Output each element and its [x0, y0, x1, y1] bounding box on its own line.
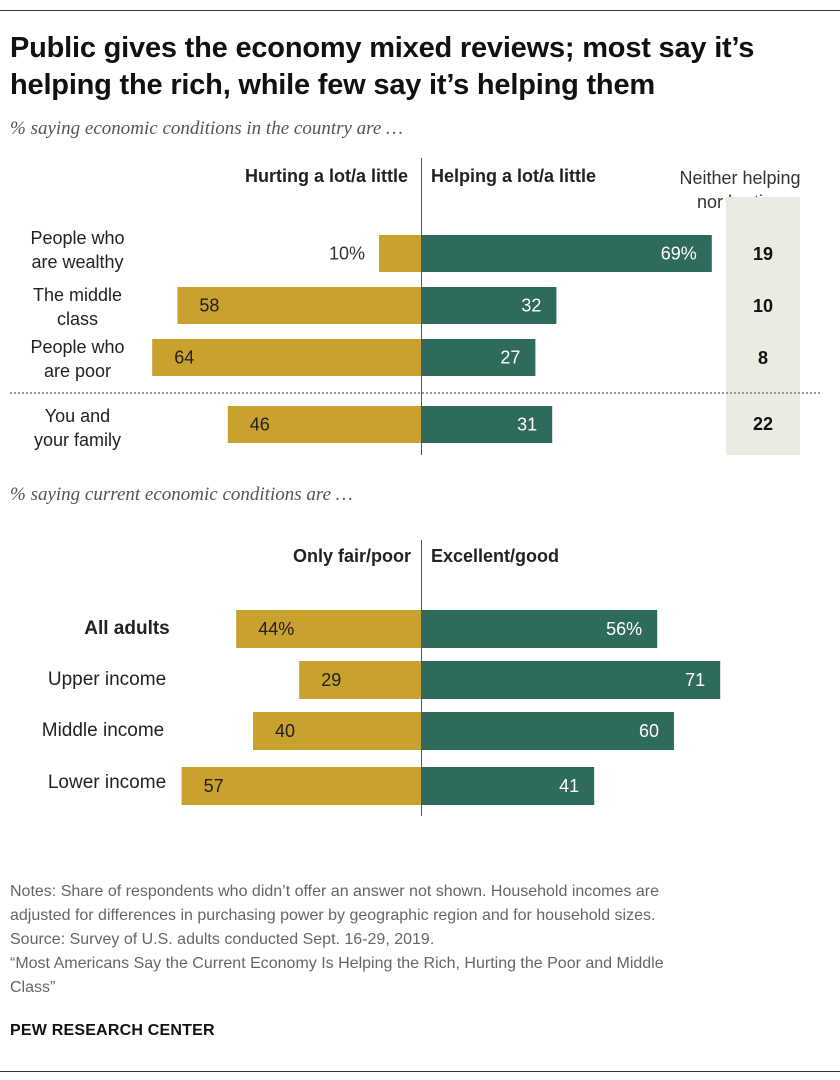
row-label-middle-class-line-2: class — [56, 309, 98, 329]
bar-neg-p1-row1 — [379, 235, 421, 272]
row-label-wealthy: People who are wealthy — [10, 226, 145, 274]
row-label-poor: People who are poor — [10, 335, 145, 383]
report-title-line-2: Class” — [10, 979, 56, 996]
bar-neg-p1-row2 — [177, 287, 421, 324]
neither-value-you-family: 22 — [752, 414, 774, 434]
bar-pos-label-p2-row3: 60 — [639, 721, 659, 741]
bar-neg-label-p2-row2: 29 — [321, 670, 341, 690]
bar-pos-label-p1-row4: 31 — [517, 415, 537, 435]
panel1-subtitle: % saying economic conditions in the coun… — [10, 118, 403, 139]
top-rule — [0, 10, 840, 11]
bar-neg-label-p1-row2: 58 — [199, 296, 219, 316]
panel1-axis — [421, 158, 422, 455]
panel1-neg-header: Hurting a lot/a little — [244, 166, 408, 186]
bar-neg-p2-row1 — [236, 610, 421, 648]
bar-pos-p1-row4 — [422, 406, 553, 443]
bar-neg-p2-row4 — [181, 767, 421, 805]
neither-header-line-1: Neither helping — [679, 168, 801, 188]
source-line: Source: Survey of U.S. adults conducted … — [10, 931, 435, 948]
section-divider — [10, 392, 820, 394]
row-label-wealthy-line-1: People who — [30, 228, 125, 248]
row-label-you-family-line-1: You and — [44, 406, 111, 426]
row-label-wealthy-line-2: are wealthy — [31, 252, 124, 272]
row-label-poor-line-1: People who — [30, 337, 125, 357]
neither-column-background — [726, 197, 800, 455]
bar-pos-label-p2-row1: 56% — [606, 619, 642, 639]
bar-pos-p2-row3 — [422, 712, 674, 750]
row-label-upper-income: Upper income — [47, 669, 167, 690]
chart-title: Public gives the economy mixed reviews; … — [10, 30, 830, 104]
row-label-lower-income: Lower income — [47, 772, 167, 793]
bar-neg-p1-row3 — [152, 339, 421, 376]
neither-value-wealthy: 19 — [752, 244, 774, 264]
bar-pos-p1-row2 — [422, 287, 557, 324]
pew-brand: PEW RESEARCH CENTER — [10, 1022, 215, 1039]
panel2-neg-header: Only fair/poor — [292, 546, 411, 566]
row-label-middle-class: The middle class — [10, 283, 145, 331]
panel2-pos-header: Excellent/good — [431, 546, 560, 566]
bar-neg-label-p2-row1: 44% — [258, 619, 294, 639]
notes: Notes: Share of respondents who didn’t o… — [10, 880, 825, 1000]
bar-neg-p1-row4 — [227, 406, 421, 443]
bar-neg-label-p2-row3: 40 — [275, 721, 295, 741]
panel1-pos-header: Helping a lot/a little — [431, 166, 597, 186]
bar-neg-label-p2-row4: 57 — [204, 776, 224, 796]
bar-pos-label-p1-row1: 69% — [661, 244, 697, 264]
row-label-you-family-line-2: your family — [33, 430, 122, 450]
bar-neg-p2-row3 — [253, 712, 421, 750]
bar-pos-label-p2-row2: 71 — [685, 670, 705, 690]
notes-line-1: Notes: Share of respondents who didn’t o… — [10, 883, 659, 900]
bar-pos-p2-row2 — [422, 661, 721, 699]
bar-pos-p2-row1 — [422, 610, 658, 648]
panel2-axis — [421, 540, 422, 816]
bar-pos-p2-row4 — [422, 767, 595, 805]
neither-value-middle-class: 10 — [752, 296, 774, 316]
bar-neg-label-p1-row3: 64 — [174, 348, 194, 368]
report-title-line-1: “Most Americans Say the Current Economy … — [10, 955, 664, 972]
title-line-2: helping the rich, while few say it’s hel… — [10, 69, 655, 101]
bar-pos-label-p1-row2: 32 — [521, 296, 541, 316]
row-label-middle-class-line-1: The middle — [32, 285, 123, 305]
row-label-you-family: You and your family — [10, 404, 145, 452]
bar-pos-p1-row3 — [422, 339, 536, 376]
bar-pos-label-p1-row3: 27 — [500, 348, 520, 368]
neither-value-poor: 8 — [757, 348, 768, 368]
bar-neg-p2-row2 — [299, 661, 421, 699]
row-label-all-adults: All adults — [84, 618, 170, 639]
row-label-middle-income: Middle income — [41, 720, 165, 741]
row-label-poor-line-2: are poor — [43, 361, 112, 381]
bar-pos-p1-row1 — [422, 235, 712, 272]
bar-neg-label-p1-row4: 46 — [250, 415, 270, 435]
title-line-1: Public gives the economy mixed reviews; … — [10, 32, 755, 64]
panel2-subtitle: % saying current economic conditions are… — [10, 484, 353, 505]
bar-pos-label-p2-row4: 41 — [559, 776, 579, 796]
bar-neg-label-p1-row1: 10% — [329, 244, 365, 264]
notes-line-2: adjusted for differences in purchasing p… — [10, 907, 656, 924]
bottom-rule — [0, 1071, 840, 1072]
